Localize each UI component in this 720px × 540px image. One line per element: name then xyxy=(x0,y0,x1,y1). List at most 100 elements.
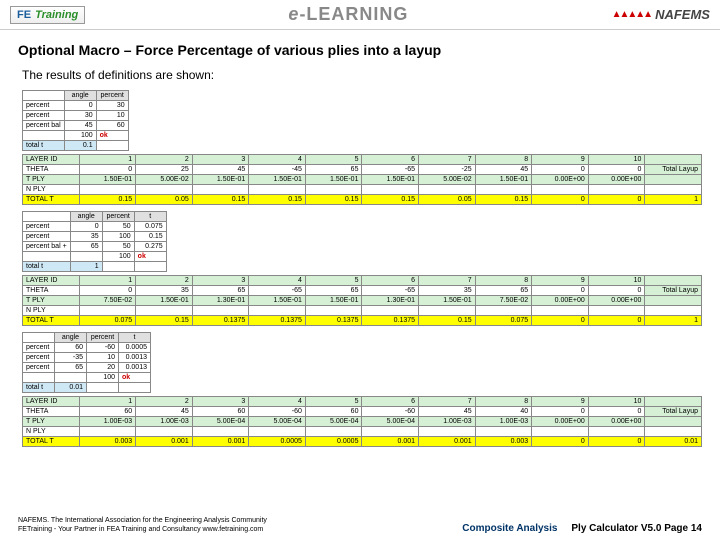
wide-table-1: LAYER ID12345678910 THETA02545-4565-65-2… xyxy=(22,154,702,205)
cell xyxy=(532,185,589,195)
cell xyxy=(645,276,702,286)
cell: 1.50E-01 xyxy=(419,296,476,306)
block-2: anglepercentt percent0500.075 percent351… xyxy=(22,211,702,326)
small-table-3: anglepercentt percent60-600.0005 percent… xyxy=(22,332,151,393)
cell: 0.05 xyxy=(136,195,193,205)
cell: 0.00E+00 xyxy=(588,296,645,306)
cell: 0 xyxy=(64,101,96,111)
cell: 10 xyxy=(96,111,128,121)
cell xyxy=(79,427,136,437)
cell xyxy=(249,185,306,195)
cell xyxy=(475,427,532,437)
footer-right: Composite Analysis Ply Calculator V5.0 P… xyxy=(462,523,702,534)
rowlbl: LAYER ID xyxy=(23,397,80,407)
rowlbl: N PLY xyxy=(23,185,80,195)
cell xyxy=(419,185,476,195)
cell: 3 xyxy=(192,397,249,407)
cell: 1.50E-01 xyxy=(249,175,306,185)
cell xyxy=(475,185,532,195)
cell: percent bal + xyxy=(23,242,71,252)
cell xyxy=(249,306,306,316)
cell: percent bal xyxy=(23,121,65,131)
cell: 7.50E-02 xyxy=(79,296,136,306)
hdr: percent xyxy=(102,212,134,222)
cell: 0.1375 xyxy=(362,316,419,326)
footer-composite: Composite Analysis xyxy=(462,523,557,534)
cell: 6 xyxy=(362,276,419,286)
total-t-val: 0.1 xyxy=(64,141,96,151)
cell: 40 xyxy=(475,407,532,417)
cell xyxy=(136,427,193,437)
cell: 0.15 xyxy=(419,316,476,326)
cell: -45 xyxy=(249,165,306,175)
cell: 45 xyxy=(64,121,96,131)
cell: 0 xyxy=(588,437,645,447)
cell: 0.15 xyxy=(134,232,166,242)
cell xyxy=(645,155,702,165)
cell: 5.00E-02 xyxy=(419,175,476,185)
cell: 65 xyxy=(475,286,532,296)
cell: 10 xyxy=(588,155,645,165)
cell: 0 xyxy=(532,437,589,447)
block-1: anglepercent percent030 percent3010 perc… xyxy=(22,90,702,205)
ok: ok xyxy=(119,373,151,383)
sum: 100 xyxy=(64,131,96,141)
cell: 0.001 xyxy=(362,437,419,447)
rowlbl: T PLY xyxy=(23,175,80,185)
cell: -35 xyxy=(55,353,87,363)
cell: 8 xyxy=(475,276,532,286)
cell: 45 xyxy=(475,165,532,175)
cell: 0 xyxy=(532,286,589,296)
cell: 0 xyxy=(79,165,136,175)
cell: 0 xyxy=(588,286,645,296)
cell xyxy=(588,306,645,316)
cell: 0.00E+00 xyxy=(532,175,589,185)
cell: -65 xyxy=(362,165,419,175)
wide-table-2: LAYER ID12345678910 THETA03565-6565-6535… xyxy=(22,275,702,326)
cell: 50 xyxy=(102,242,134,252)
cell xyxy=(645,417,702,427)
cell: 1 xyxy=(645,316,702,326)
cell: 1.00E-03 xyxy=(136,417,193,427)
hdr: angle xyxy=(70,212,102,222)
cell: 0.0005 xyxy=(119,343,151,353)
cell: 7 xyxy=(419,276,476,286)
cell: 10 xyxy=(588,276,645,286)
cell: 1.50E-01 xyxy=(79,175,136,185)
cell: 5 xyxy=(305,397,362,407)
rowlbl: N PLY xyxy=(23,306,80,316)
cell: 60 xyxy=(192,407,249,417)
cell: 0 xyxy=(532,165,589,175)
cell: 5 xyxy=(305,155,362,165)
cell: 8 xyxy=(475,155,532,165)
hdr: percent xyxy=(87,333,119,343)
cell xyxy=(362,306,419,316)
small-table-2: anglepercentt percent0500.075 percent351… xyxy=(22,211,167,272)
cell: 1.50E-01 xyxy=(249,296,306,306)
page-subtitle: The results of definitions are shown: xyxy=(0,62,720,88)
cell xyxy=(249,427,306,437)
cell xyxy=(305,306,362,316)
cell: percent xyxy=(23,222,71,232)
cell xyxy=(192,427,249,437)
cell: 1.00E-03 xyxy=(79,417,136,427)
cell xyxy=(588,427,645,437)
cell: -65 xyxy=(362,286,419,296)
cell: 0 xyxy=(79,286,136,296)
cell: -60 xyxy=(249,407,306,417)
cell: 45 xyxy=(419,407,476,417)
cell: 0 xyxy=(588,316,645,326)
total-t-val: 0.01 xyxy=(55,383,87,393)
cell: 0 xyxy=(532,316,589,326)
elearning-label: e-LEARNING xyxy=(288,4,408,25)
cell: 10 xyxy=(87,353,119,363)
cell: 0.15 xyxy=(475,195,532,205)
cell: 6 xyxy=(362,397,419,407)
rowlbl: TOTAL T xyxy=(23,316,80,326)
cell: 0.00E+00 xyxy=(588,175,645,185)
hdr-angle: angle xyxy=(64,91,96,101)
sum: 100 xyxy=(102,252,134,262)
cell xyxy=(136,306,193,316)
cell xyxy=(305,185,362,195)
hdr: t xyxy=(119,333,151,343)
